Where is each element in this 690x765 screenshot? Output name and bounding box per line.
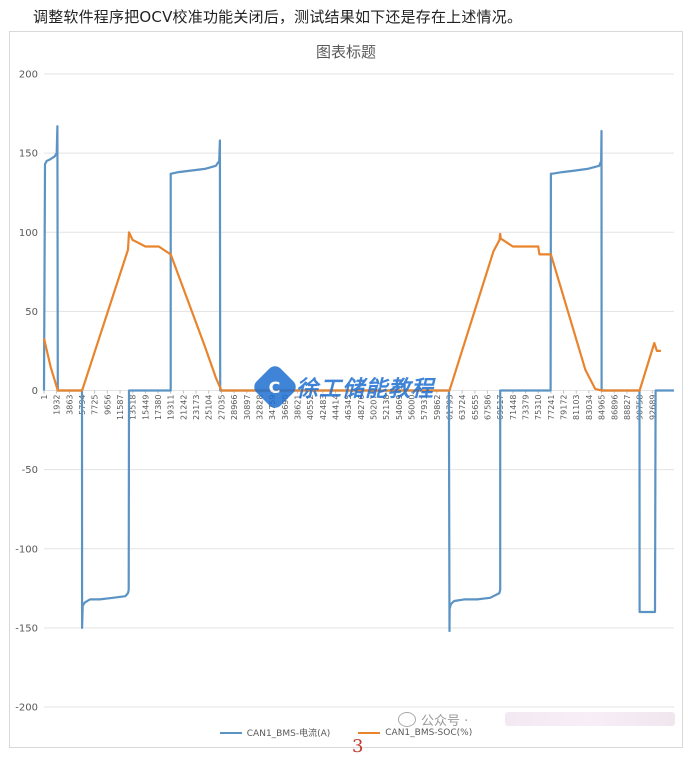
series-line-current	[42, 125, 674, 633]
watermark: C 徐工储能教程	[250, 362, 435, 412]
x-tick-label: 13518	[129, 395, 138, 420]
intro-text: 调整软件程序把OCV校准功能关闭后，测试结果如下还是存在上述情况。	[33, 8, 523, 26]
x-tick-label: 57931	[420, 395, 429, 420]
x-tick-label: 73379	[522, 395, 531, 420]
legend-item-soc: CAN1_BMS-SOC(%)	[358, 726, 472, 739]
x-tick-label: 1932	[53, 395, 62, 415]
legend-item-current: CAN1_BMS-电流(A)	[219, 726, 331, 739]
x-tick-label: 21242	[179, 395, 188, 420]
x-tick-label: 92689	[648, 395, 657, 420]
watermark-logo-icon: C	[250, 362, 300, 412]
x-tick-label: 19311	[167, 395, 176, 420]
x-tick-label: 46345	[344, 395, 353, 420]
chart-frame: 图表标题 200 150 100 50 0 -50 -100 -150 -200 1 1932 386…	[9, 31, 683, 748]
y-tick-label: -50	[22, 465, 38, 476]
x-tick-label: 3863	[65, 395, 74, 415]
y-tick-label: 100	[19, 228, 38, 239]
page-number: 3	[352, 736, 364, 757]
x-tick-label: 23173	[192, 395, 201, 420]
x-tick-label: 48276	[357, 395, 366, 420]
x-tick-label: 11587	[116, 395, 125, 420]
series-line-soc	[42, 231, 661, 392]
x-tick-label: 67586	[484, 395, 493, 420]
y-tick-label: -100	[15, 544, 38, 555]
y-tick-label: 50	[25, 307, 38, 318]
watermark-text: 徐工储能教程	[296, 377, 435, 402]
x-tick-label: 28966	[230, 395, 239, 420]
blurred-account-name	[505, 712, 675, 726]
x-tick-label: 15449	[141, 395, 150, 420]
y-tick-label: -150	[15, 623, 38, 634]
chart-title: 图表标题	[315, 43, 376, 61]
x-tick-label: 25104	[205, 395, 214, 420]
x-tick-label: 7725	[91, 395, 100, 415]
y-tick-label: 0	[32, 386, 38, 397]
x-tick-label: 1	[40, 395, 49, 400]
x-tick-label: 50207	[369, 395, 378, 420]
y-tick-label: -200	[15, 703, 38, 714]
chart-legend: CAN1_BMS-电流(A) CAN1_BMS-SOC(%)	[10, 726, 682, 739]
x-tick-label: 42483	[319, 395, 328, 420]
x-tick-label: 38621	[293, 395, 302, 420]
x-tick-label: 65655	[471, 395, 480, 420]
x-tick-label: 79172	[560, 395, 569, 420]
x-tick-label: 71448	[509, 395, 518, 420]
x-tick-label: 83034	[585, 395, 594, 420]
legend-swatch-soc	[358, 731, 381, 734]
legend-swatch-current	[219, 731, 242, 734]
watermark-logo-glyph: C	[269, 377, 281, 397]
x-tick-label: 40552	[306, 395, 315, 420]
x-tick-label: 75310	[534, 395, 543, 420]
x-tick-label: 81103	[572, 395, 581, 420]
legend-label-current: CAN1_BMS-电流(A)	[246, 729, 331, 739]
x-tick-label: 56000	[407, 395, 416, 420]
x-tick-label: 30897	[243, 395, 252, 420]
legend-label-soc: CAN1_BMS-SOC(%)	[385, 727, 473, 738]
x-tick-label: 27035	[217, 395, 226, 420]
x-tick-label: 86896	[610, 395, 619, 420]
wechat-account: 公众号 ·	[398, 710, 468, 729]
x-tick-label: 17380	[154, 395, 163, 420]
y-tick-label: 150	[19, 149, 38, 160]
x-tick-label: 84965	[598, 395, 607, 420]
x-tick-label: 77241	[547, 395, 556, 420]
y-tick-label: 200	[19, 70, 38, 81]
x-tick-label: 52138	[382, 395, 391, 420]
wechat-label: 公众号 ·	[421, 714, 469, 729]
x-tick-label: 88827	[623, 395, 632, 420]
x-tick-label: 63724	[458, 395, 467, 420]
x-tick-label: 59862	[433, 395, 442, 420]
x-tick-label: 44414	[331, 395, 340, 420]
x-tick-label: 32828	[255, 395, 264, 420]
x-tick-label: 54069	[395, 395, 404, 420]
x-tick-label: 9656	[103, 395, 112, 415]
wechat-icon	[398, 712, 416, 727]
x-tick-label: 36690	[281, 395, 290, 420]
